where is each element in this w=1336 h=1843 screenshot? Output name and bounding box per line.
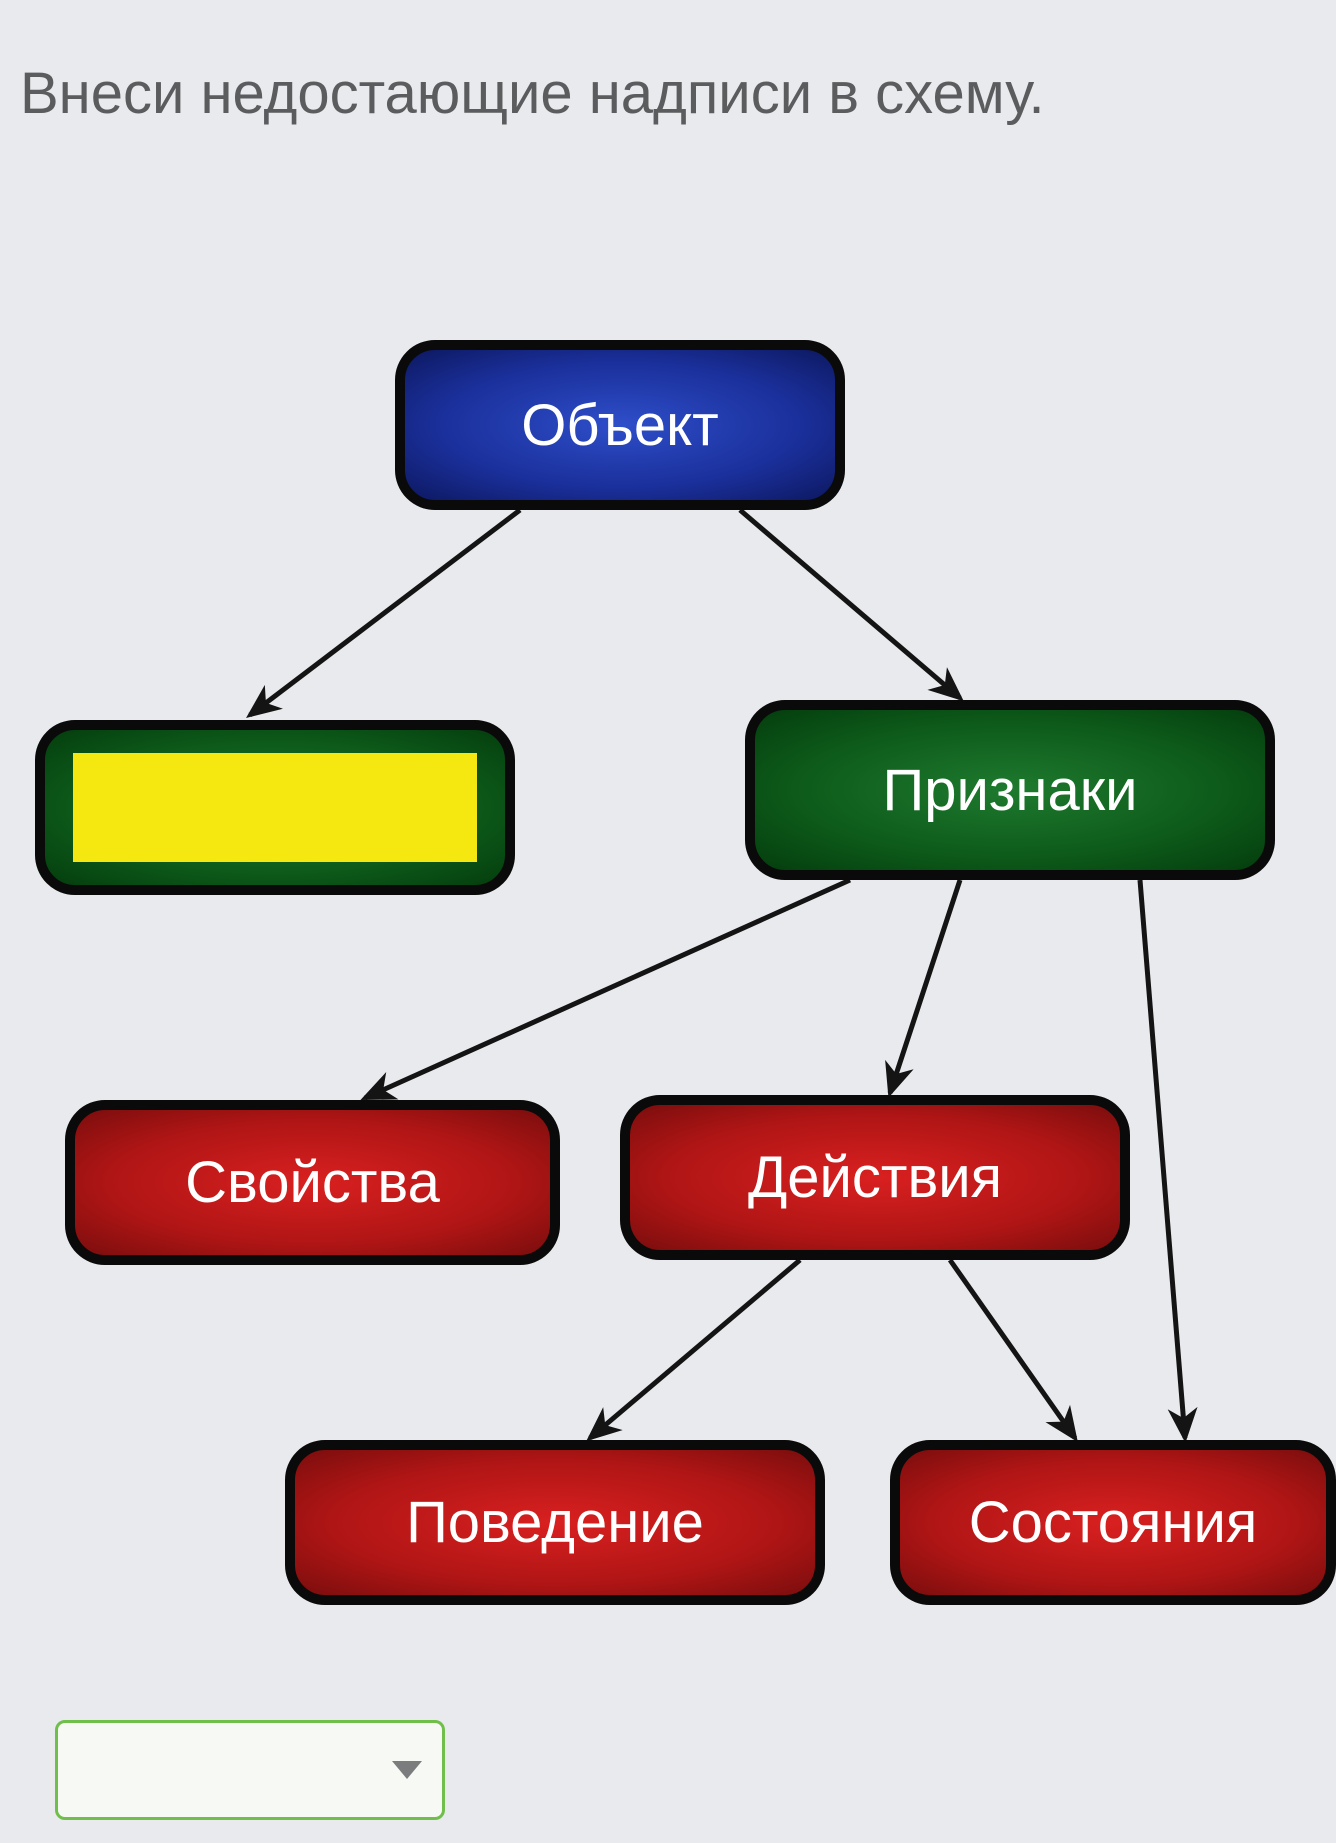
node-n4: Действия [620,1095,1130,1260]
concept-diagram: Объект Признаки Свойства Действия Поведение С… [0,0,1336,1843]
node-n1[interactable] [35,720,515,895]
node-n2: Признаки [745,700,1275,880]
node-input-field[interactable] [73,753,478,862]
edge-n4-n5 [590,1260,800,1438]
edge-n4-n6 [950,1260,1075,1438]
node-n0: Объект [395,340,845,510]
edge-n0-n2 [740,510,960,698]
edge-n0-n1 [250,510,520,715]
node-n3: Свойства [65,1100,560,1265]
chevron-down-icon [392,1761,422,1779]
answer-dropdown[interactable] [55,1720,445,1820]
node-n6: Состояния [890,1440,1336,1605]
edge-n2-n3 [365,880,850,1098]
edge-n2-n4 [890,880,960,1093]
edge-n2-n6 [1140,880,1185,1438]
node-n5: Поведение [285,1440,825,1605]
